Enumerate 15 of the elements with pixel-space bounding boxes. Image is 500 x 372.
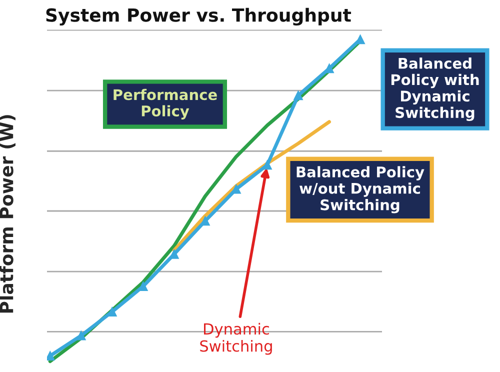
chart-title: System Power vs. Throughput bbox=[46, 8, 352, 26]
point bbox=[356, 34, 365, 44]
point bbox=[294, 90, 303, 100]
point bbox=[47, 351, 55, 361]
point bbox=[107, 307, 117, 316]
point bbox=[200, 216, 210, 226]
series-label: Balanced Policy w/out Dynamic Switching bbox=[296, 166, 424, 214]
point bbox=[76, 330, 86, 340]
text: Performance Policy bbox=[114, 88, 217, 120]
point bbox=[169, 249, 179, 259]
point bbox=[262, 160, 272, 170]
text: Balanced Policy with Dynamic Switching bbox=[391, 58, 479, 122]
point bbox=[232, 184, 241, 194]
annotation: Dynamic Switching bbox=[200, 322, 272, 355]
point bbox=[324, 64, 334, 74]
